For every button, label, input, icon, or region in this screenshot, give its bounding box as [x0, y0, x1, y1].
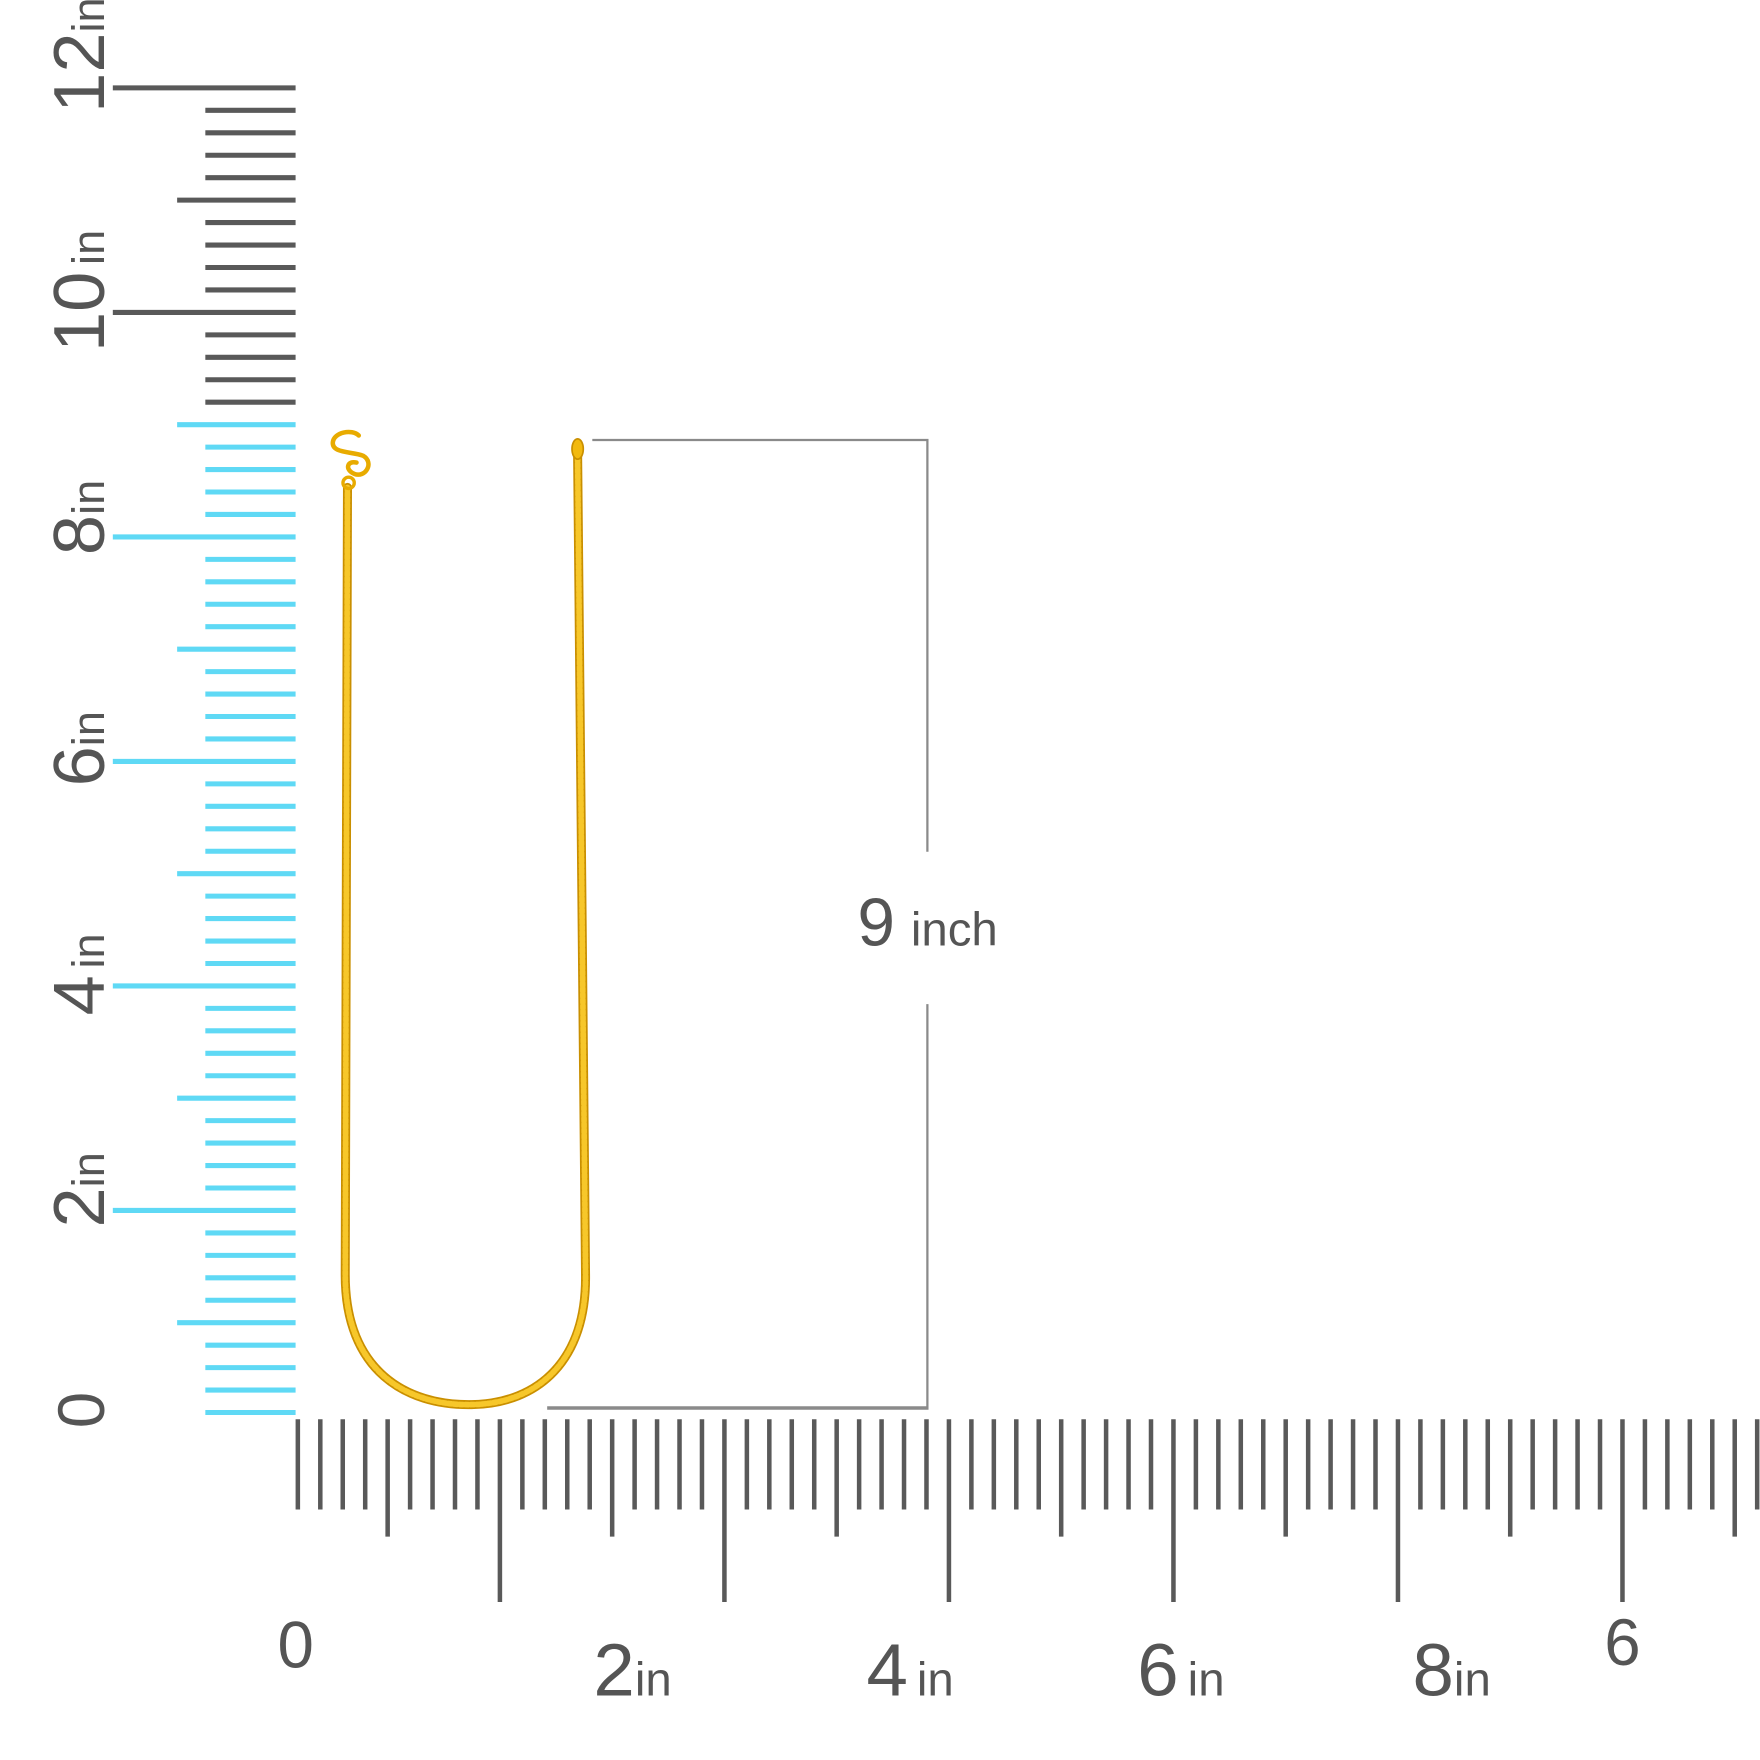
chain-body [340, 452, 591, 1410]
h-label-2in: 2in [593, 1629, 671, 1712]
v-label-0: 0 [45, 1392, 118, 1428]
h-label-6-cut: 6 [1604, 1606, 1640, 1679]
h-label-6in: 6 in [1137, 1629, 1224, 1712]
dimension-unit: inch [911, 903, 998, 956]
dimension-value: 9 [857, 885, 895, 960]
horizontal-ruler [295, 1419, 1760, 1603]
v-label-8in: 8in [40, 480, 120, 555]
vertical-ruler [112, 85, 296, 1416]
gold-chain-icon [330, 429, 591, 1410]
clasp-ring [341, 475, 356, 491]
chain-links [342, 454, 589, 1408]
v-label-2in: 2in [40, 1152, 120, 1227]
h-label-8in: 8in [1413, 1629, 1491, 1712]
s-hook-clasp-icon [330, 429, 371, 477]
v-label-6in: 6in [40, 711, 120, 786]
h-label-0: 0 [278, 1608, 314, 1681]
vertical-ruler-labels: 0 2in 4in 6in 8in 10in 12in [40, 0, 120, 1428]
v-label-4in: 4in [40, 933, 120, 1015]
v-label-12in: 12in [40, 0, 120, 113]
dimension-label: 9 inch [857, 885, 997, 960]
h-label-4in: 4 in [866, 1629, 953, 1712]
dimension-bracket [547, 438, 929, 1410]
v-label-10in: 10in [40, 230, 120, 352]
horizontal-ruler-labels: 0 2in 4 in 6 in 8in 6 [278, 1606, 1641, 1711]
chain-end-cap [571, 438, 585, 461]
